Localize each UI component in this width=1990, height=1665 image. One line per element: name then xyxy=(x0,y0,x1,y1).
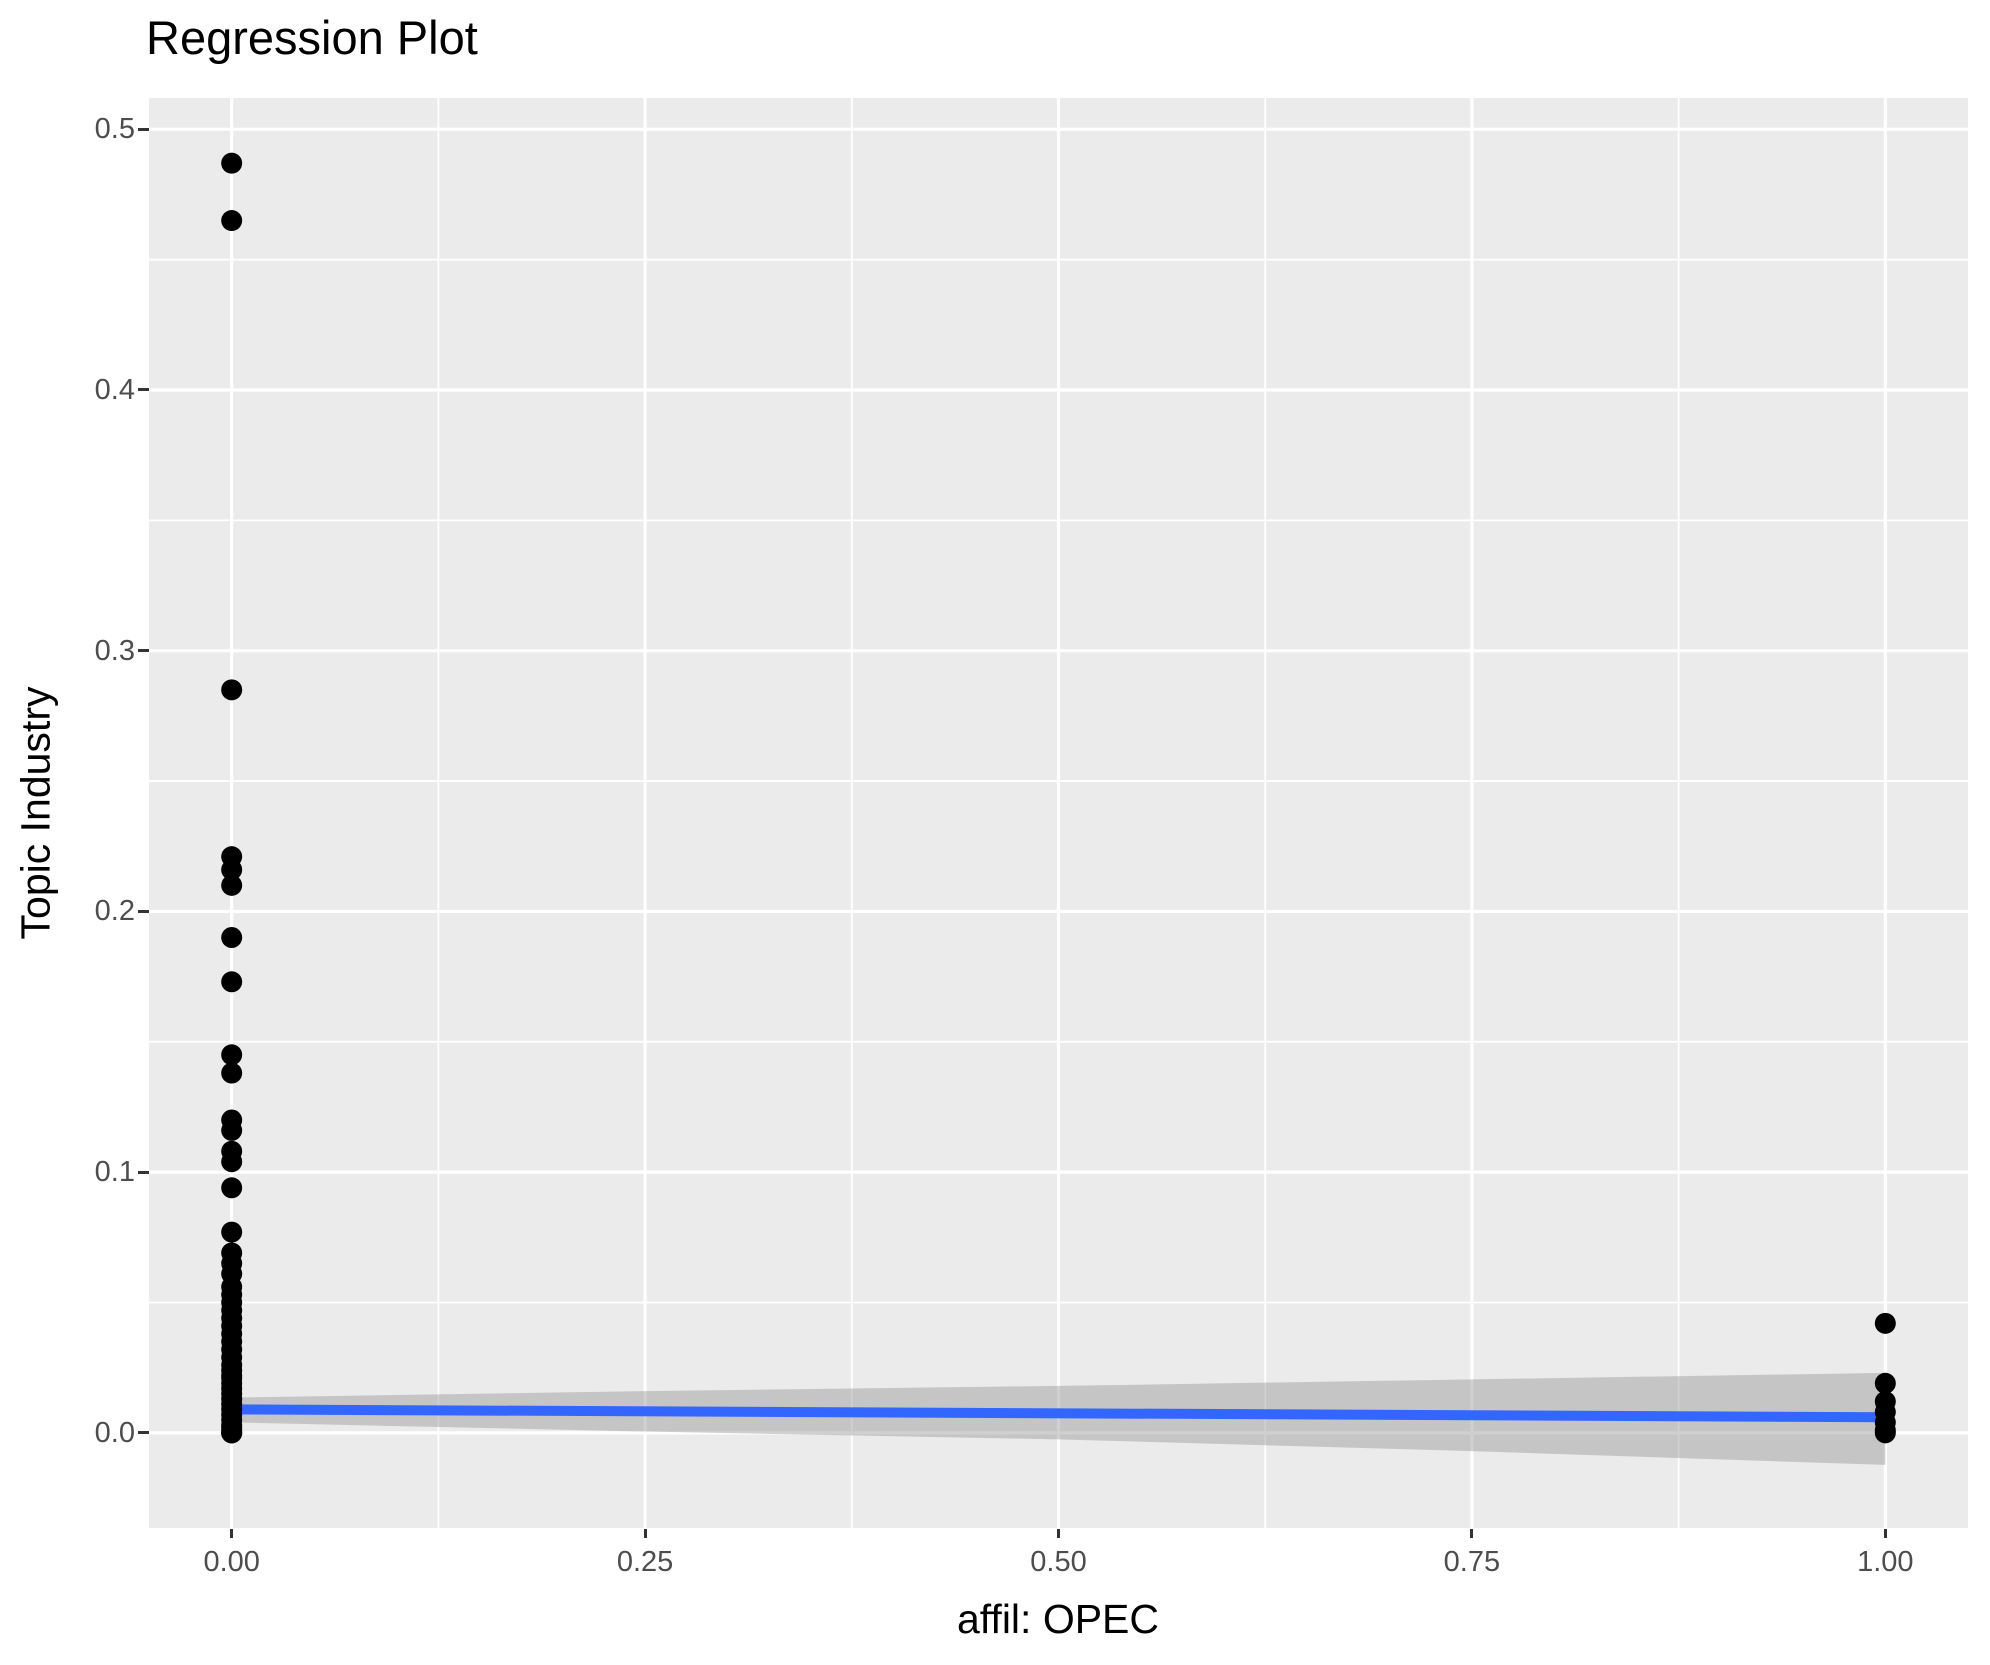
y-tick-label: 0.5 xyxy=(94,113,135,146)
x-tick-label: 0.00 xyxy=(203,1546,260,1578)
y-tick-label: 0.4 xyxy=(94,373,135,406)
scatter-point xyxy=(221,1221,243,1243)
scatter-point xyxy=(221,1422,243,1444)
scatter-point xyxy=(1874,1422,1896,1444)
scatter-point xyxy=(221,859,243,881)
x-tick-label: 0.50 xyxy=(1030,1546,1087,1578)
y-tick-label: 0.1 xyxy=(94,1156,135,1189)
x-axis-title: affil: OPEC xyxy=(956,1596,1160,1642)
x-tick-mark xyxy=(230,1529,234,1538)
y-tick-mark xyxy=(138,388,149,392)
x-tick-label: 1.00 xyxy=(1857,1546,1914,1578)
x-tick-mark xyxy=(1057,1529,1060,1538)
y-tick-mark xyxy=(138,1431,149,1435)
x-tick-mark xyxy=(1470,1529,1474,1538)
scatter-point xyxy=(221,1177,243,1199)
y-axis-title: Topic Industry xyxy=(12,686,59,940)
x-tick-label: 0.25 xyxy=(616,1546,674,1578)
x-tick-label: 0.75 xyxy=(1443,1546,1501,1578)
scatter-point xyxy=(221,1062,243,1084)
scatter-point xyxy=(221,926,243,948)
scatter-point xyxy=(221,971,243,993)
y-tick-mark xyxy=(138,127,149,131)
x-tick-mark xyxy=(1883,1529,1887,1538)
regression-line xyxy=(231,1404,1886,1423)
scatter-point xyxy=(221,152,243,174)
y-tick-label: 0.2 xyxy=(94,895,135,928)
scatter-point xyxy=(1874,1312,1896,1334)
x-tick-mark xyxy=(643,1529,647,1538)
scatter-point xyxy=(221,1044,243,1066)
plot-title: Regression Plot xyxy=(146,11,478,64)
scatter-point xyxy=(221,874,243,896)
scatter-point xyxy=(221,210,243,232)
confidence-band xyxy=(231,1372,1886,1465)
y-tick-mark xyxy=(138,1170,149,1174)
scatter-point xyxy=(221,1151,243,1173)
scatter-point xyxy=(1874,1372,1896,1394)
plot-panel-svg xyxy=(149,98,1968,1528)
y-tick-label: 0.0 xyxy=(94,1416,135,1449)
y-tick-label: 0.3 xyxy=(94,634,135,667)
scatter-point xyxy=(221,679,243,701)
y-tick-mark xyxy=(138,909,149,913)
y-tick-mark xyxy=(138,649,149,653)
scatter-point xyxy=(221,1119,243,1141)
